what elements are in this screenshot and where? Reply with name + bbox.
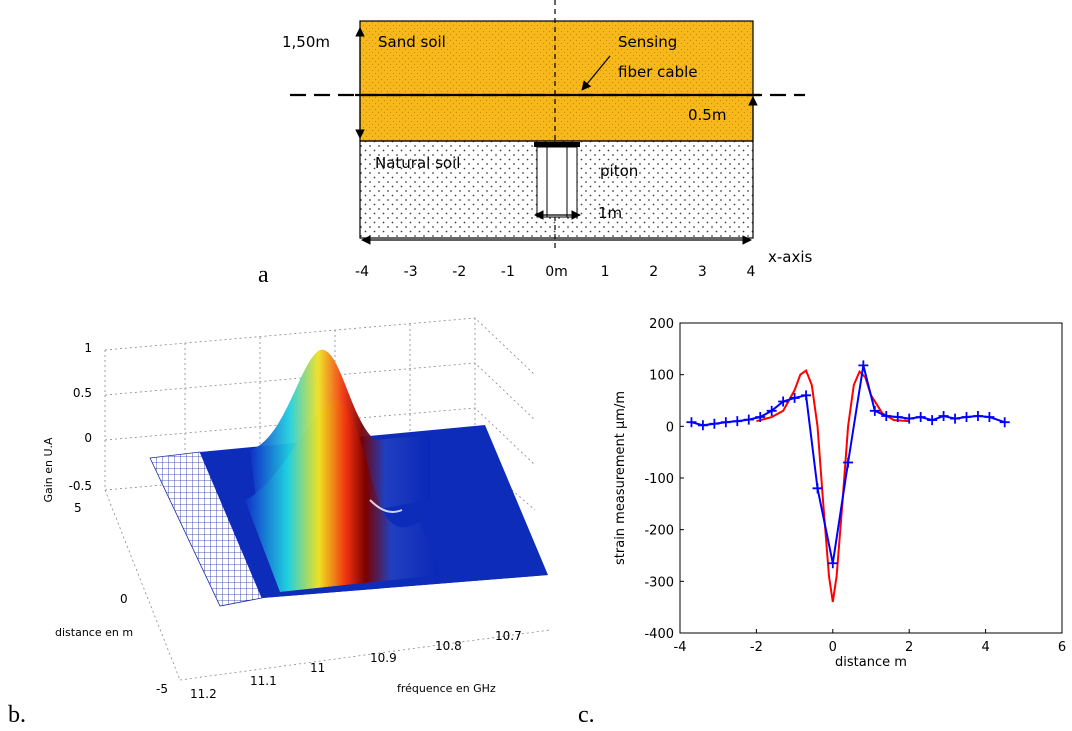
x-tick-10.9: 10.9 [370,651,397,665]
y-tick-label: -400 [644,627,674,642]
data-point-marker [801,390,812,401]
x-tick-11.1: 11.1 [250,674,277,688]
cable-label-line2: fiber cable [618,63,698,81]
data-point-marker [789,392,800,403]
y-tick-label: 0 [666,420,674,435]
sand-soil-label: Sand soil [378,33,446,51]
x-tick-10.7: 10.7 [495,629,522,643]
natural-soil-label: Natural soil [375,154,460,172]
z-axis-label: Gain en U.A [42,437,55,503]
z-tick-0.5: 0.5 [73,386,92,400]
x-tick-label: 2 [649,264,658,280]
panel-c-chart: -4 -2 0 2 4 6 200 100 0 -100 -200 -300 -400 distance… [613,317,1066,670]
y-tick-0: 0 [120,592,128,606]
z-tick-1: 1 [84,341,92,355]
piton-body [536,146,578,218]
panel-c-label: c. [578,702,595,728]
data-point-marker [972,411,983,421]
data-point-marker [858,360,869,371]
x-tick-label: -4 [674,640,687,655]
sand-layer [359,20,754,142]
surface-peak-front [245,399,440,592]
data-point-marker [961,412,972,423]
y-tick-label: -200 [644,524,674,539]
data-point-marker [984,412,995,423]
data-point-marker [766,405,777,416]
z-tick-neg0.5: -0.5 [69,479,92,493]
data-point-marker [720,417,731,428]
chart-x-axis-label: distance m [835,655,907,670]
x-tick-label: -3 [404,264,418,280]
depth-label: 1,50m [282,33,330,51]
data-point-marker [950,413,961,424]
data-point-marker [827,558,838,569]
x-axis-label-3d: fréquence en GHz [397,682,496,695]
panel-b-surface-plot: 1 0.5 0 -0.5 5 0 -5 11.2 11.1 11 10.9 10… [42,317,551,701]
data-point-marker [778,396,789,407]
panel-b-label: b. [8,702,26,728]
x-tick-label: -2 [750,640,763,655]
data-point-marker [743,414,754,425]
z-tick-0: 0 [84,431,92,445]
x-axis-label: x-axis [768,248,813,266]
data-point-marker [697,420,708,431]
data-point-marker [755,412,766,423]
x-tick-label: 3 [698,264,707,280]
x-tick-label: 0 [829,640,837,655]
data-point-marker [686,417,697,428]
piton-cap [534,142,580,147]
y-tick-label: -100 [644,472,674,487]
cable-label-line1: Sensing [618,33,677,51]
chart-y-axis-label: strain measurement µm/m [613,391,628,565]
y-tick-label: 200 [649,317,674,332]
y-tick-5: 5 [74,501,82,515]
x-tick-label: 4 [981,640,989,655]
half-meter-label: 0.5m [688,106,726,124]
width-label: 1m [598,204,622,222]
x-tick-11: 11 [310,661,325,675]
data-point-marker [881,411,892,421]
data-point-marker [915,412,926,423]
x-tick-label: 1 [601,264,610,280]
data-point-marker [938,411,949,421]
data-point-marker [732,416,743,427]
y-tick-neg5: -5 [156,682,168,696]
panel-a-tick-labels: -4 -3 -2 -1 0m 1 2 3 4 [355,264,756,280]
x-tick-label: 6 [1058,640,1066,655]
x-tick-label: -1 [501,264,515,280]
data-point-marker [927,415,938,426]
data-point-marker [999,417,1010,428]
x-tick-label: -2 [452,264,466,280]
data-point-marker [892,412,903,423]
x-tick-10.8: 10.8 [435,639,462,653]
piton-label: piton [600,162,638,180]
data-point-marker [812,483,823,494]
chart-plot-area [679,322,1063,634]
x-tick-11.2: 11.2 [190,687,217,701]
y-tick-label: -300 [644,575,674,590]
cable-pointer-arrow [581,55,611,91]
panel-a-diagram: Sand soil 1,50m Sensing fiber cable 0.5m… [282,0,813,280]
x-tick-label: 4 [747,264,756,280]
data-point-marker [843,457,854,468]
y-axis-label: distance en m [55,626,133,639]
data-point-marker [904,413,915,424]
data-point-marker [709,418,720,429]
panel-a-label: a [258,262,269,288]
data-point-marker [869,405,880,416]
x-tick-label: 0m [545,264,568,280]
x-tick-label: -4 [355,264,369,280]
y-tick-label: 100 [649,369,674,384]
x-tick-label: 2 [905,640,913,655]
